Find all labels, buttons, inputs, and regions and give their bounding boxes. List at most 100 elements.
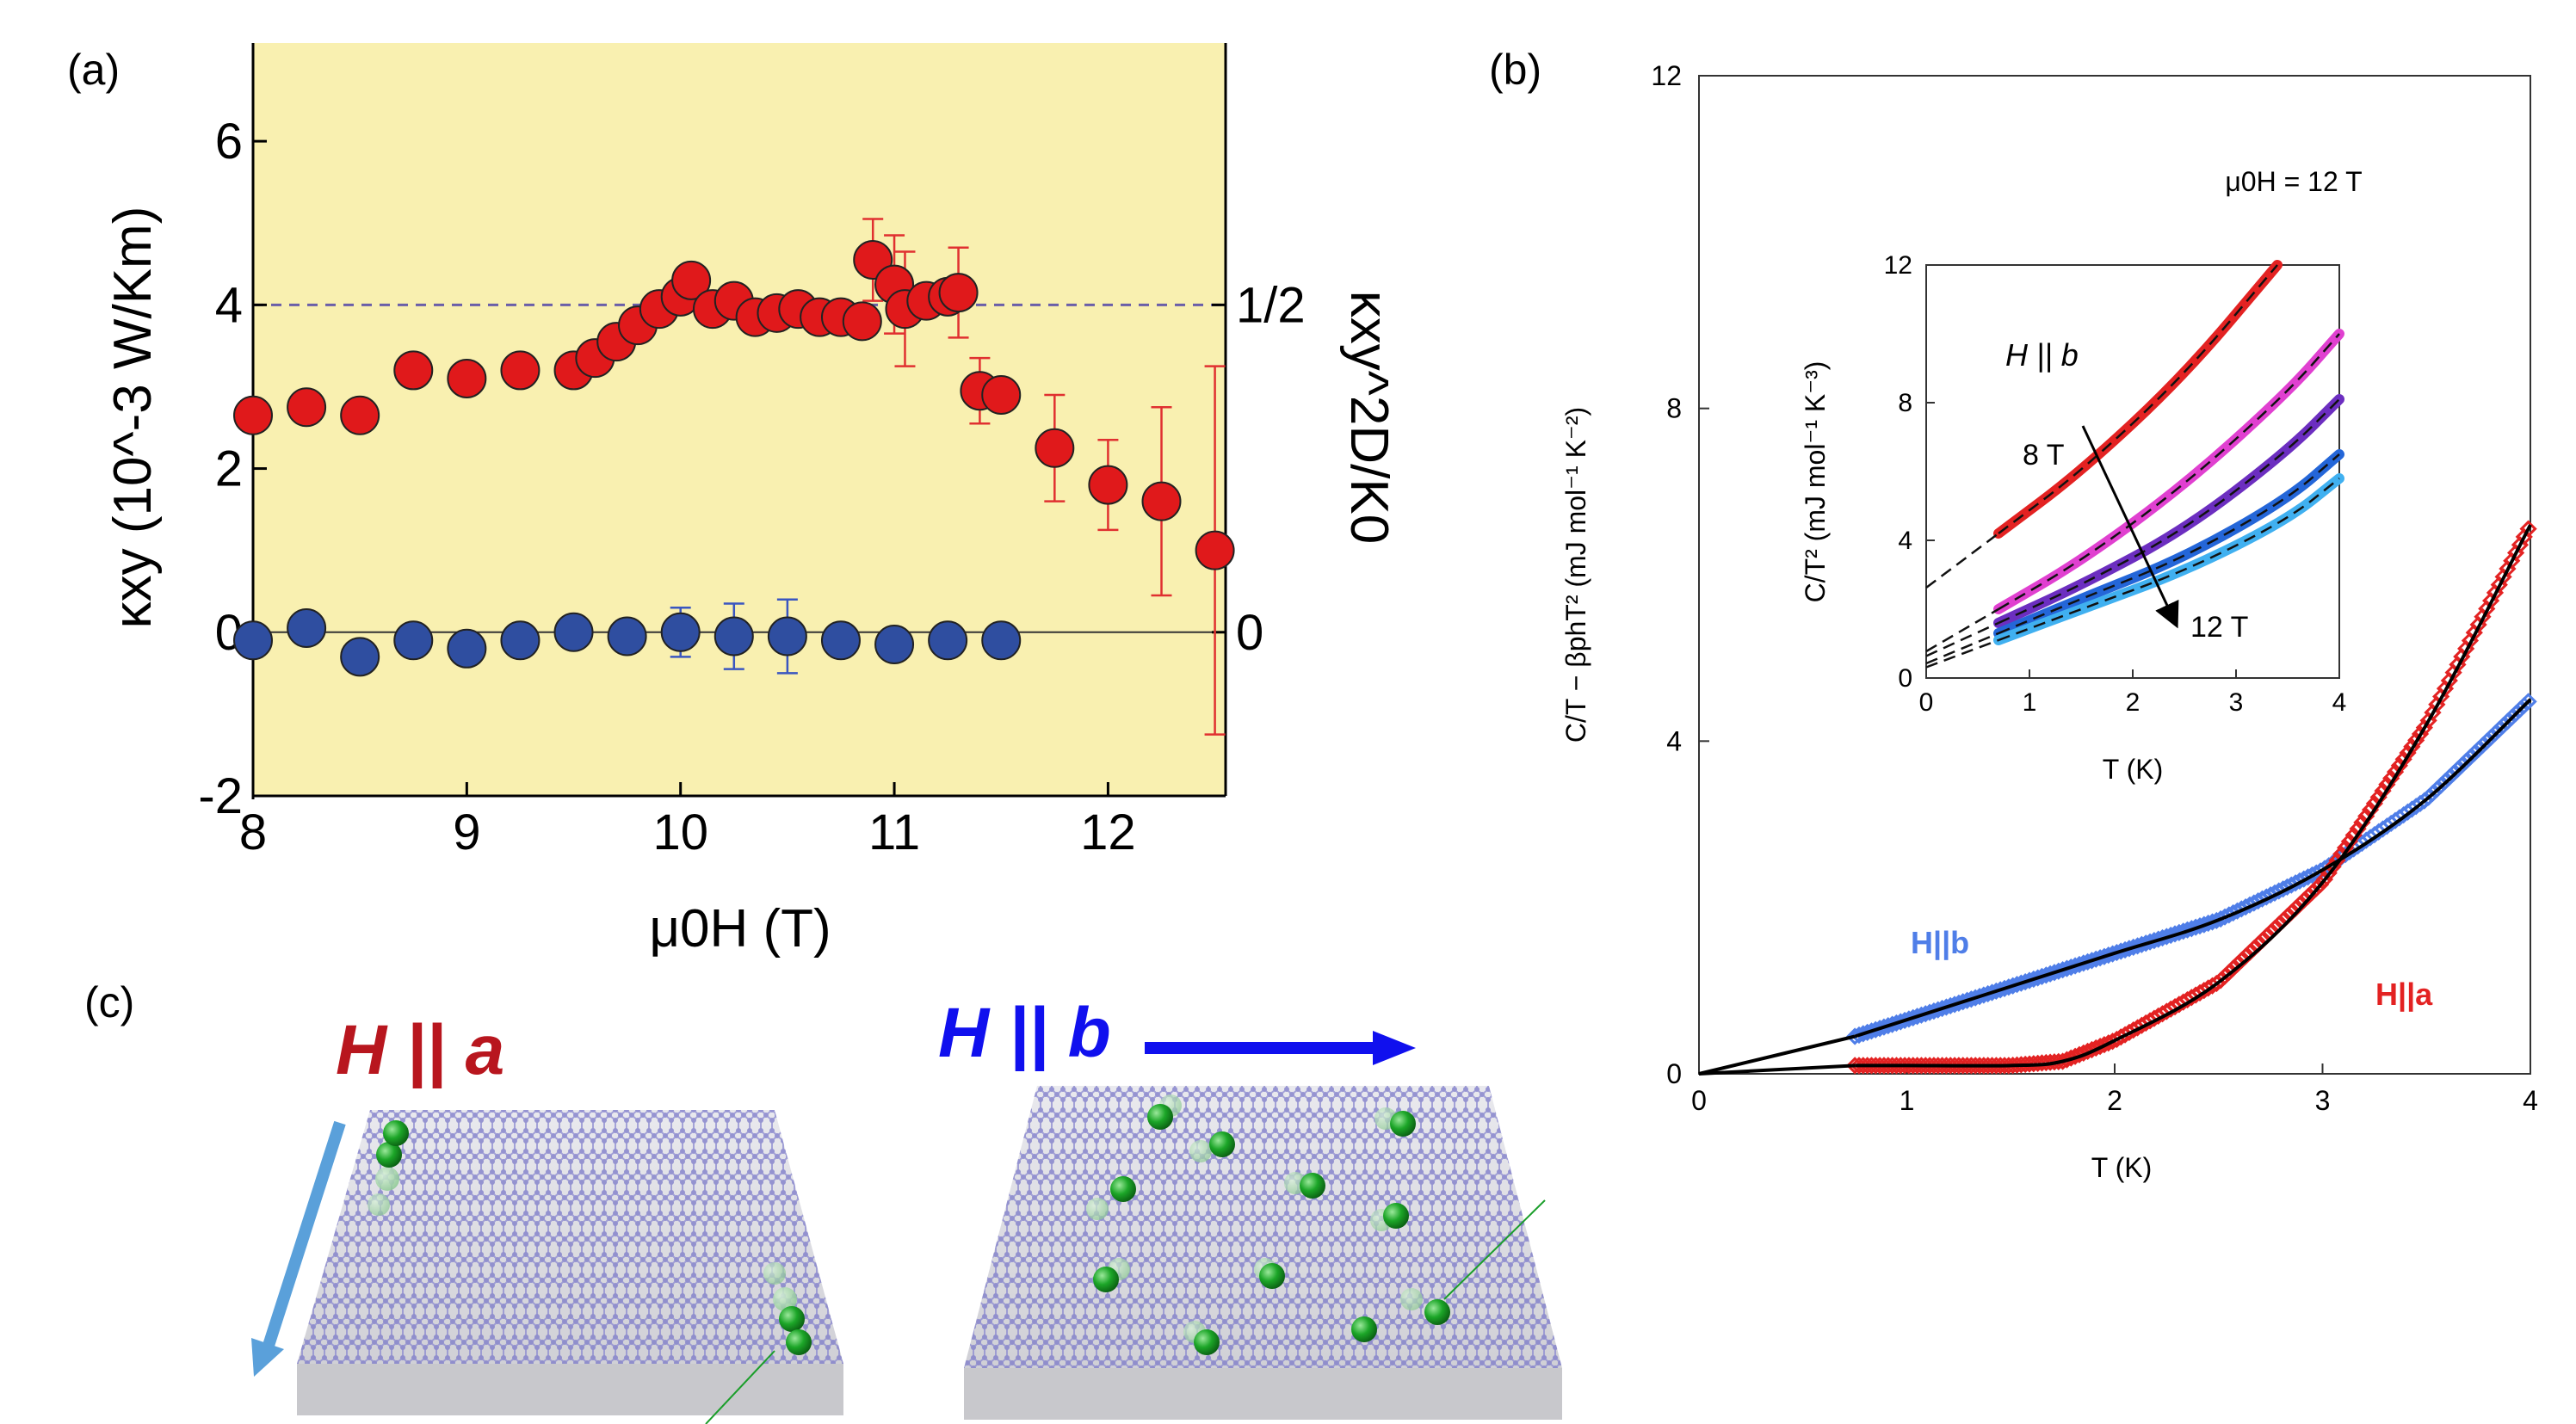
y-tick-label: 6 (215, 114, 243, 170)
panel-b-tick-labels: 0 1 2 3 4 0 4 8 12 (1651, 60, 2537, 1116)
inset-extrapolation-3 (1925, 621, 1999, 657)
inset-extrapolation-4 (1925, 632, 1999, 665)
panel-a-x-axis-label: μ0H (T) (649, 899, 831, 959)
red-data-point (981, 374, 1022, 415)
inset-title: H || b (2005, 337, 2079, 373)
panel-b-data-marks (1698, 520, 2537, 1076)
panel-a-label: (a) (67, 46, 120, 94)
blue-data-point (820, 620, 861, 661)
red-data-point (938, 273, 979, 313)
blue-data-point (660, 612, 701, 652)
H||b-data-point (2158, 928, 2176, 946)
H||b-data-point (2170, 923, 2188, 941)
panel-a-right-axis-label: κxy^2D/K0 (1339, 291, 1399, 544)
right-tick-label: 1/2 (1236, 277, 1306, 333)
H||b-data-point (2174, 922, 2192, 940)
H||a-data-point (2074, 1044, 2092, 1062)
x-tick-label: 8 (239, 804, 267, 860)
red-data-point (1088, 465, 1128, 505)
inset-fit-4 (1998, 453, 2340, 635)
x-tick-label: 10 (652, 804, 708, 860)
low-t-extrapolation-line (1698, 1034, 1856, 1076)
H||b-data-point (2162, 926, 2180, 945)
panel-b-field-annotation: μ0H = 12 T (2225, 166, 2362, 197)
red-data-point (393, 350, 434, 391)
H||a-data-point (2407, 731, 2425, 749)
blue-data-point (767, 616, 807, 657)
left-edge-spinons (368, 1120, 812, 1355)
right-tick-label: 0 (1236, 605, 1263, 661)
H||a-data-point (2083, 1040, 2101, 1059)
H||b-data-point (2153, 928, 2171, 947)
red-data-point (233, 395, 273, 435)
y-tick-label: 8 (1666, 393, 1682, 424)
panel-a-y-axis-label: κxy (10^-3 W/Km) (103, 207, 163, 629)
inset-fit-2 (1998, 333, 2340, 611)
H||a-data-point (2070, 1045, 2089, 1063)
inset-x-tick-label: 0 (1919, 688, 1934, 717)
H||a-data-point (2237, 947, 2255, 965)
inset-x-tick-label: 3 (2229, 688, 2244, 717)
inset-field-arrow (2081, 425, 2179, 629)
x-tick-label: 1 (1900, 1085, 1915, 1116)
red-data-point (287, 387, 327, 428)
ha-fit-line (1855, 524, 2532, 1068)
panel-b-x-axis-label: T (K) (2091, 1152, 2153, 1183)
inset-y-tick-label: 12 (1884, 251, 1912, 280)
y-tick-label: 0 (1666, 1058, 1682, 1089)
H||a-data-point (2315, 870, 2334, 889)
x-tick-label: 9 (453, 804, 480, 860)
H||a-data-point (2066, 1047, 2085, 1065)
panel-a-plot-area (253, 43, 1226, 796)
inset-fit-3 (1998, 398, 2340, 625)
inset-arrow-end-label: 12 T (2190, 611, 2248, 644)
inset-y-axis-label: C/T² (mJ mol⁻¹ K⁻³) (1800, 361, 1831, 603)
red-data-point (447, 358, 487, 398)
blue-data-point (447, 628, 487, 669)
inset-x-tick-label: 1 (2023, 688, 2037, 717)
H||a-data-point (2062, 1049, 2080, 1067)
y-tick-label: 4 (215, 277, 243, 333)
y-tick-label: -2 (198, 768, 243, 824)
panel-b-y-axis-label: C/T − βphT² (mJ mol⁻¹ K⁻²) (1560, 407, 1591, 743)
ha-extrapolation-line (1698, 1063, 1856, 1076)
H||b-data-point (2183, 920, 2201, 938)
x-tick-label: 0 (1691, 1085, 1707, 1116)
panel-a-data-marks (233, 218, 1235, 736)
blue-data-point (928, 620, 968, 661)
blue-data-point (340, 637, 380, 677)
H||a-data-point (2519, 520, 2537, 538)
hb-fit-line (1854, 698, 2532, 1039)
inset-fit-1 (1998, 264, 2278, 534)
x-tick-label: 12 (1080, 804, 1136, 860)
inset-y-tick-label: 8 (1898, 389, 1912, 417)
panel-a-axes (251, 43, 1227, 799)
inset-extrapolation-1 (1925, 533, 1999, 589)
inset-x-axis-label: T (K) (2103, 754, 2164, 785)
x-tick-label: 3 (2315, 1085, 2331, 1116)
inset-arrow-start-label: 8 T (2023, 439, 2065, 472)
x-tick-label: 4 (2523, 1085, 2538, 1116)
panel-b-ha-label: H||a (2375, 977, 2433, 1013)
red-data-point (671, 260, 712, 300)
panel-c-left-label: H || a (336, 1011, 504, 1089)
inset-x-tick-label: 4 (2332, 688, 2347, 717)
inset-extrapolation-2 (1925, 607, 1999, 653)
bulk-spinons (1086, 1094, 1450, 1355)
left-field-arrow-shaft (261, 1120, 346, 1353)
inset-frame (1925, 264, 2340, 679)
red-data-point (340, 395, 380, 435)
right-field-arrow-head (1373, 1031, 1416, 1065)
H||b-data-point (2519, 693, 2537, 711)
y-tick-label: 4 (1666, 725, 1682, 756)
blue-data-point (713, 616, 754, 657)
H||b-data-point (2165, 925, 2184, 943)
inset-fit-5 (1998, 478, 2340, 642)
y-tick-label: 12 (1651, 60, 1682, 91)
inset-data-marks (1925, 260, 2344, 669)
blue-data-point (233, 620, 273, 661)
